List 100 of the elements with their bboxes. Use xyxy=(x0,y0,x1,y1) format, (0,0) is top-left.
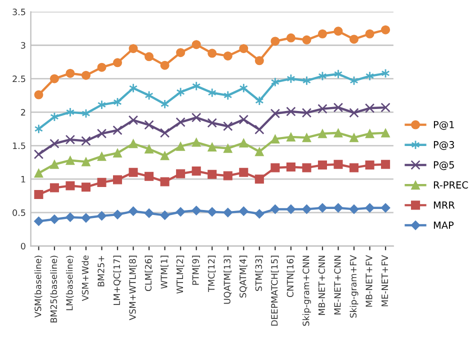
x-tick-label: VSM+WTLM[8] xyxy=(129,256,137,320)
point xyxy=(176,142,186,151)
x-tick-label: UQATM[13] xyxy=(224,256,232,304)
y-tick-label: 3.5 xyxy=(12,8,26,16)
point xyxy=(334,26,343,36)
point xyxy=(208,142,217,152)
point xyxy=(380,102,390,112)
point xyxy=(254,147,264,156)
point xyxy=(192,138,201,147)
point xyxy=(144,52,154,62)
point xyxy=(113,58,122,68)
point xyxy=(160,128,170,138)
point xyxy=(349,133,359,142)
point xyxy=(254,124,264,134)
x-tick-label: Skip-gram+CNN xyxy=(302,256,311,326)
point xyxy=(349,34,359,44)
point xyxy=(65,134,76,144)
point xyxy=(208,170,217,179)
point xyxy=(112,210,122,220)
point xyxy=(365,160,374,170)
point xyxy=(270,108,280,118)
y-tick-label: 3 xyxy=(21,42,26,49)
point xyxy=(365,129,374,138)
x-tick-label: LM+QC[17] xyxy=(113,256,122,305)
point xyxy=(318,160,327,170)
point xyxy=(96,211,107,221)
point xyxy=(349,163,359,172)
x-tick-label: STM[33] xyxy=(255,256,263,291)
point xyxy=(333,102,344,112)
x-tick-label: ME-NET+FV xyxy=(382,255,388,306)
point xyxy=(128,115,138,126)
x-tick-label: WTM[1] xyxy=(160,256,168,289)
x-tick-label: MB-NET+CNN xyxy=(318,256,326,315)
point xyxy=(191,112,202,122)
point xyxy=(223,144,232,153)
legend-label: R-PREC xyxy=(434,181,468,189)
point xyxy=(238,206,248,216)
point xyxy=(223,121,233,132)
point xyxy=(34,168,44,178)
point xyxy=(97,62,106,72)
point xyxy=(302,163,312,172)
y-tick-label: 1.5 xyxy=(12,142,26,150)
point xyxy=(97,178,106,187)
x-tick-label: VSM+Wde xyxy=(82,256,89,301)
point xyxy=(333,203,344,213)
point xyxy=(208,48,217,58)
x-tick-label: MB-NET+FV xyxy=(366,255,372,307)
x-tick-label: WTLM[2] xyxy=(176,256,184,294)
point xyxy=(254,56,264,66)
point xyxy=(254,209,264,219)
legend-label: P@3 xyxy=(434,141,454,150)
point xyxy=(34,149,44,160)
point xyxy=(113,148,122,158)
point xyxy=(50,74,59,84)
point xyxy=(144,120,154,130)
point xyxy=(176,48,186,58)
point xyxy=(334,128,343,138)
legend-label: P@1 xyxy=(434,121,454,130)
point xyxy=(66,181,75,190)
point xyxy=(144,172,154,181)
point xyxy=(34,216,44,226)
point xyxy=(112,125,122,136)
point xyxy=(81,157,91,166)
point xyxy=(286,204,296,214)
point xyxy=(176,169,186,178)
x-tick-label: SQATM[4] xyxy=(239,256,248,298)
point xyxy=(128,44,138,54)
point xyxy=(364,103,375,114)
point xyxy=(128,206,138,216)
point xyxy=(239,44,248,54)
point xyxy=(334,160,343,169)
point xyxy=(97,152,106,161)
point xyxy=(286,162,296,172)
point xyxy=(302,133,312,142)
point xyxy=(238,114,249,124)
y-tick-label: 1 xyxy=(21,176,26,182)
point xyxy=(318,29,327,38)
x-tick-label: CNTN[16] xyxy=(286,256,295,298)
y-tick-label: 2 xyxy=(21,109,26,116)
y-tick-label: 0 xyxy=(20,242,26,250)
point xyxy=(160,60,170,70)
point xyxy=(50,183,59,192)
point xyxy=(81,213,91,223)
y-tick-label: 2.5 xyxy=(12,76,26,82)
point xyxy=(381,128,390,138)
point xyxy=(381,160,390,169)
point xyxy=(113,175,122,184)
point xyxy=(160,210,170,220)
point xyxy=(286,132,296,142)
point xyxy=(128,168,138,177)
point xyxy=(349,204,359,214)
point xyxy=(65,212,75,222)
x-tick-label: DEEPMATCH[15] xyxy=(270,256,279,326)
point xyxy=(207,207,217,217)
point xyxy=(128,139,138,148)
point xyxy=(255,96,264,106)
point xyxy=(34,90,44,100)
point xyxy=(81,182,91,192)
point xyxy=(192,40,201,50)
point xyxy=(50,214,60,224)
